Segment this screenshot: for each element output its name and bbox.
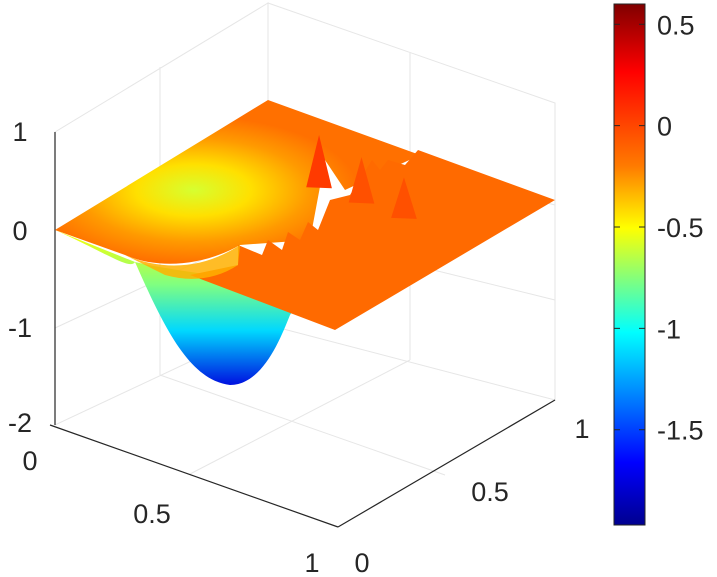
surface-plateau-right [190,150,555,330]
z-tick-label-1: 1 [12,117,27,147]
colorbar-tick-label: -1 [657,314,681,344]
surface-spike [348,157,375,204]
z-tick-label-neg1: -1 [8,313,32,343]
colorbar-tick-label: 0 [657,112,672,142]
colorbar: 0.5 0 -0.5 -1 -1.5 [613,3,704,526]
surface-spike [306,135,332,189]
surface-spike [391,177,417,219]
colorbar-tick-label: 0.5 [657,10,695,40]
surface-trough [55,230,300,385]
axes-lines [49,132,556,528]
z-tick-label-neg2: -2 [8,408,32,438]
y-tick-label-0.5: 0.5 [471,477,509,507]
tick-labels: 1 0 -1 -2 0 0.5 1 0 0.5 1 [8,117,590,577]
x-tick-label-0: 0 [22,446,37,476]
x-tick-label-0.5: 0.5 [133,499,171,529]
colorbar-gradient [613,3,646,526]
y-tick-label-0: 0 [354,548,369,577]
x-tick-label-1: 1 [304,548,319,577]
y-tick-label-1: 1 [574,414,589,444]
surface-plateau-left [55,100,420,264]
surface-fold-band [125,245,240,279]
colorbar-tick-label: -1.5 [657,416,704,446]
colorbar-ticks: 0.5 0 -0.5 -1 -1.5 [614,10,704,446]
colorbar-tick-label: -0.5 [657,213,704,243]
surface-spikes [306,135,417,219]
surface [55,100,555,385]
z-tick-label-0: 0 [12,216,27,246]
